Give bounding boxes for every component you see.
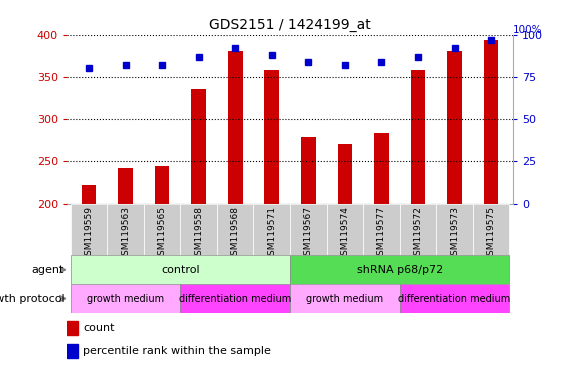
Bar [82,185,96,204]
Text: GSM119567: GSM119567 [304,206,313,261]
Bar [290,284,400,313]
Text: GSM119571: GSM119571 [267,206,276,261]
Bar [400,284,510,313]
Text: growth protocol: growth protocol [0,293,64,304]
Bar [400,204,436,255]
Bar [118,168,133,204]
Text: GSM119565: GSM119565 [157,206,167,261]
Bar [374,132,389,204]
Bar [436,204,473,255]
Text: shRNA p68/p72: shRNA p68/p72 [357,265,443,275]
Bar [107,204,144,255]
Bar [410,70,426,204]
Text: growth medium: growth medium [306,293,384,304]
Bar [180,284,290,313]
Bar [265,70,279,204]
Bar [254,204,290,255]
Text: GSM119575: GSM119575 [487,206,496,261]
Text: GSM119574: GSM119574 [340,206,349,261]
Text: GSM119573: GSM119573 [450,206,459,261]
Bar [326,204,363,255]
Text: differentiation medium: differentiation medium [398,293,511,304]
Bar [144,204,180,255]
Bar [67,344,78,358]
Bar [473,204,510,255]
Bar [71,284,180,313]
Bar [180,204,217,255]
Bar [71,204,107,255]
Text: count: count [83,323,115,333]
Text: GSM119568: GSM119568 [231,206,240,261]
Text: GSM119572: GSM119572 [413,206,423,261]
Bar [71,255,290,284]
Text: 100%: 100% [513,25,543,35]
Bar [301,137,315,204]
Title: GDS2151 / 1424199_at: GDS2151 / 1424199_at [209,18,371,32]
Bar [447,51,462,204]
Bar [290,204,326,255]
Bar [338,144,352,204]
Text: percentile rank within the sample: percentile rank within the sample [83,346,271,356]
Text: GSM119559: GSM119559 [85,206,93,261]
Bar [228,51,243,204]
Bar [363,204,400,255]
Text: GSM119558: GSM119558 [194,206,203,261]
Bar [154,166,170,204]
Bar [484,40,498,204]
Bar [67,321,78,335]
Text: control: control [161,265,200,275]
Bar [217,204,254,255]
Bar [290,255,510,284]
Text: growth medium: growth medium [87,293,164,304]
Text: GSM119563: GSM119563 [121,206,130,261]
Bar [191,89,206,204]
Text: differentiation medium: differentiation medium [179,293,292,304]
Text: agent: agent [31,265,64,275]
Text: GSM119577: GSM119577 [377,206,386,261]
